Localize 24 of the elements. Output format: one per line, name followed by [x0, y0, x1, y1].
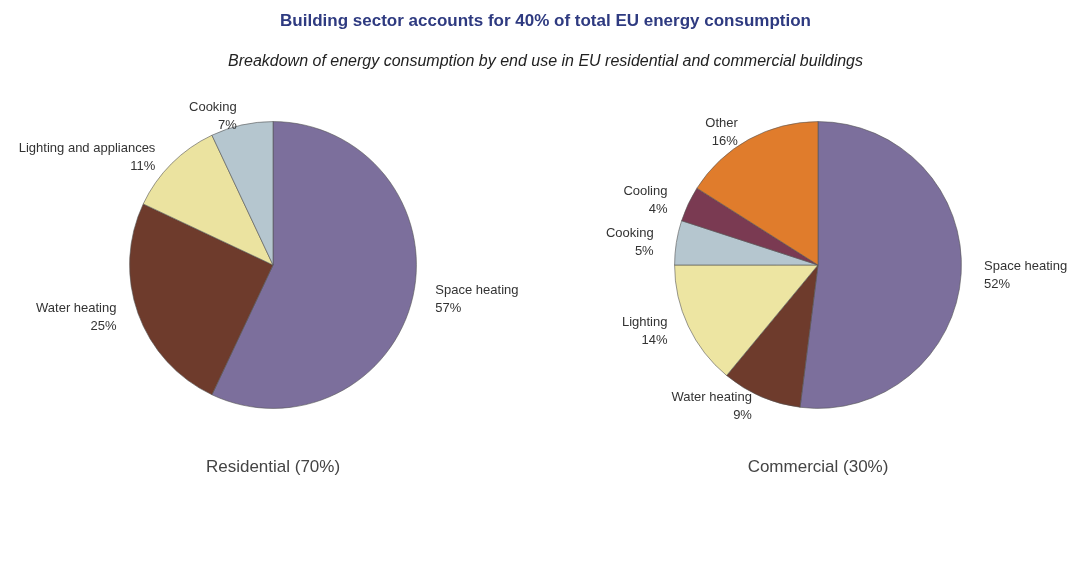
slice-label: Cooking: [605, 224, 654, 240]
slice-label: Cooling: [623, 183, 668, 199]
data-label: 5%: [634, 242, 655, 258]
slice-label: Lighting and appliances: [18, 140, 156, 156]
data-label: 11%: [130, 158, 156, 174]
data-label: 9%: [733, 406, 753, 422]
slice-label: Water heating: [36, 300, 117, 316]
text: Commercial (30%): [747, 456, 889, 476]
slice-label: Space heating: [435, 281, 519, 297]
slice-label: Water heating: [671, 388, 752, 404]
data-label: 16%: [711, 132, 739, 148]
slice-label: Cooking: [189, 99, 237, 115]
data-label: 25%: [90, 318, 117, 334]
data-label: 57%: [435, 299, 462, 315]
data-label: 7%: [217, 117, 238, 133]
data-label: 4%: [648, 201, 668, 217]
data-label: 52%: [984, 276, 1011, 292]
chart-subtitle: Breakdown of energy consumption by end use in EU residential and commercial buildings: [227, 52, 864, 69]
data-label: 14%: [641, 331, 668, 347]
slice-label: Other: [705, 114, 739, 130]
slice-label: Space heating: [984, 258, 1068, 274]
slice-label: Lighting: [621, 313, 668, 329]
text: Residential (70%): [205, 456, 341, 476]
chart-title: Building sector accounts for 40% of total EU energy consumption: [280, 11, 811, 30]
